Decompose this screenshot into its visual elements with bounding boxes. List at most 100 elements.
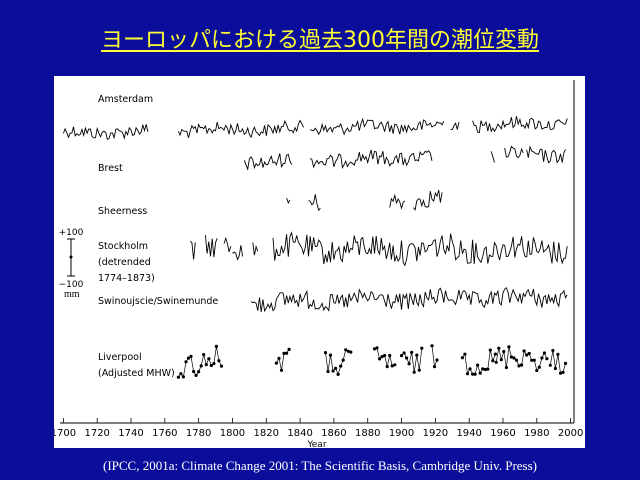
series-line [504,145,524,159]
data-point [385,365,389,369]
data-point [375,346,379,350]
data-point [209,363,213,368]
scale-bar-top-label: +100 [59,228,84,238]
series-line [286,197,291,205]
series-3: Stockholm (detrended 1774–1873) [98,231,568,284]
series-line [472,116,568,134]
data-point [204,363,208,367]
series-label: Brest [98,163,123,174]
data-point [388,353,392,358]
x-tick-label: 1880 [355,428,380,439]
data-point [217,359,221,363]
data-point [548,363,552,367]
data-point [545,357,549,361]
series-line [62,124,149,140]
series-5: Liverpool (Adjusted MHW) [98,344,568,379]
data-point [558,371,563,375]
data-point [561,370,565,374]
data-point [285,351,289,355]
series-line [526,145,566,164]
slide-title: ヨーロッパにおける過去300年間の潮位変動 [101,28,539,53]
data-point [504,365,508,370]
data-point [179,372,183,376]
data-point [494,360,498,364]
series-line [252,242,259,256]
data-point [542,351,546,355]
data-point [488,348,492,352]
data-point [189,354,193,358]
series-label: Amsterdam [98,94,153,105]
data-point [478,371,482,375]
x-tick-label: 1720 [84,428,109,439]
data-point [497,346,501,350]
series-label: (detrended [98,257,151,268]
data-point [186,356,191,360]
data-point [527,351,531,356]
series-label: 1774–1873) [98,273,155,284]
x-tick-label: 1840 [287,428,312,439]
series-label: (Adjusted MHW) [98,368,175,379]
data-point [199,364,203,368]
data-point [402,351,406,355]
data-point [520,363,524,367]
data-point [553,366,557,371]
data-point [176,375,180,379]
series-line [308,194,321,212]
series-label: Sheerness [98,206,147,217]
data-point [435,358,439,362]
data-point [481,367,485,371]
series-line [177,119,304,139]
x-tick-label: 2000 [558,428,583,439]
data-point [219,364,224,368]
data-point [471,372,475,376]
series-label: Swinoujscie/Swinemunde [98,296,218,307]
series-4: Swinoujscie/Swinemunde [98,287,568,313]
data-point [525,353,529,357]
series-line [462,350,496,375]
figure-panel: 1700 1720 1740 1760 1780 1800 1820 1840 1860 1880… [54,76,585,448]
series-line [389,193,406,210]
data-point [463,352,467,356]
data-point [432,365,437,369]
x-axis-title: Year [306,440,326,448]
series-label: Stockholm [98,241,148,252]
data-point [372,347,377,351]
series-line [450,121,460,130]
data-point [380,355,384,359]
series-label: Liverpool [98,352,142,363]
data-point [194,373,198,377]
series-line [374,347,395,367]
data-point [282,351,286,355]
scale-bar-mid [69,255,73,259]
data-point [383,353,387,358]
tide-gauge-chart: 1700 1720 1740 1760 1780 1800 1820 1840 1860 1880… [54,80,583,448]
data-point [563,361,568,365]
series-0: Amsterdam [62,94,568,140]
data-point [349,350,353,354]
data-point [465,372,470,376]
series-line [310,117,445,136]
series-1: Brest [98,145,566,174]
series-line [431,345,438,367]
data-point [556,352,560,356]
data-point [202,353,206,357]
data-point [341,358,345,362]
data-point [493,352,497,356]
data-point [415,353,419,357]
data-point [331,369,335,373]
data-point [207,357,211,361]
data-point [430,344,434,348]
series-line [413,189,443,211]
data-point [277,356,281,360]
series-2: Sheerness [98,189,443,217]
data-point [339,364,343,368]
data-point [514,358,519,362]
series-line [178,346,222,378]
data-point [184,360,188,364]
data-point [483,367,487,372]
data-point [530,358,534,362]
data-point [507,345,511,349]
data-point [214,344,218,348]
series-line [189,240,196,260]
x-tick-label: 1860 [321,428,346,439]
